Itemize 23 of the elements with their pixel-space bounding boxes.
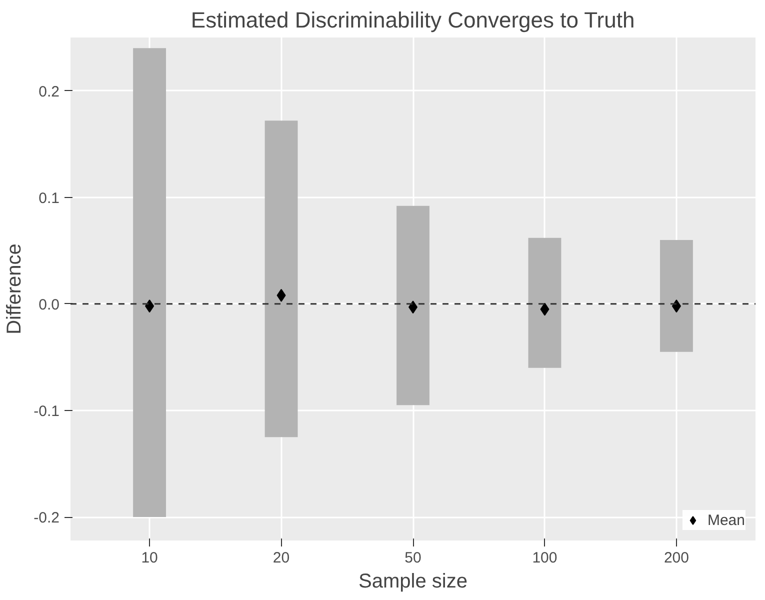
y-axis-title: Difference (4, 244, 26, 334)
bar (396, 206, 430, 406)
y-tick-label: -0.1 (34, 402, 60, 420)
legend-label: Mean (707, 512, 745, 528)
y-tick-label: 0.0 (38, 296, 60, 314)
bar (528, 238, 562, 368)
y-tick-label: -0.2 (34, 510, 60, 527)
chart-title: Estimated Discriminability Converges to Truth (190, 8, 635, 32)
x-tick-label: 50 (404, 550, 422, 566)
bar (264, 120, 298, 438)
x-tick-label: 100 (532, 550, 558, 566)
bar (660, 240, 693, 352)
point (276, 288, 286, 302)
x-tick-label: 10 (141, 550, 158, 566)
y-tick-label: 0.1 (38, 190, 60, 207)
bar (133, 48, 166, 518)
x-tick-label: 200 (664, 550, 689, 566)
y-tick-label: 0.2 (38, 83, 60, 100)
point (540, 302, 550, 316)
point (145, 300, 154, 313)
x-tick-label: 20 (272, 550, 290, 566)
point (672, 300, 681, 313)
x-axis-title: Sample size (358, 570, 468, 592)
